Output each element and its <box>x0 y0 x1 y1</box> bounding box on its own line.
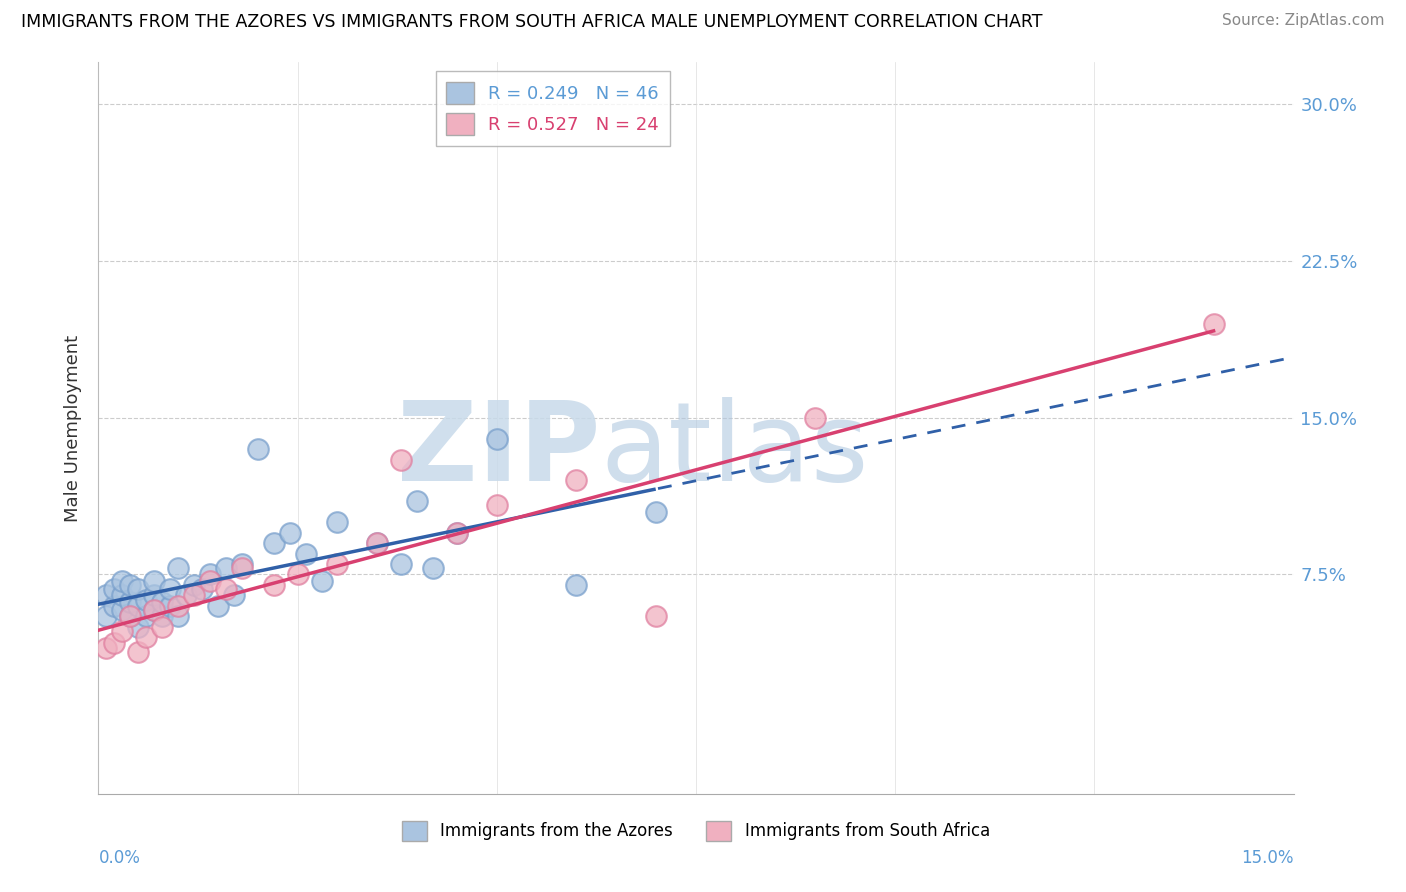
Point <box>485 432 508 446</box>
Point <box>96 609 118 624</box>
Point <box>103 582 125 596</box>
Point <box>645 505 668 519</box>
Point <box>150 594 173 608</box>
Point <box>231 561 253 575</box>
Point <box>120 594 142 608</box>
Point <box>167 599 190 613</box>
Legend: Immigrants from the Azores, Immigrants from South Africa: Immigrants from the Azores, Immigrants f… <box>395 814 997 847</box>
Point <box>278 525 301 540</box>
Point <box>422 561 444 575</box>
Point <box>198 574 221 588</box>
Text: ZIP: ZIP <box>396 397 600 504</box>
Point <box>446 525 468 540</box>
Point <box>231 557 253 571</box>
Point <box>111 603 134 617</box>
Point <box>645 609 668 624</box>
Point <box>263 578 285 592</box>
Point <box>96 588 118 602</box>
Point <box>804 410 827 425</box>
Point <box>103 599 125 613</box>
Point <box>135 592 157 607</box>
Point <box>263 536 285 550</box>
Point <box>111 574 134 588</box>
Point <box>1202 317 1225 331</box>
Point <box>366 536 388 550</box>
Point <box>326 557 349 571</box>
Point <box>150 620 173 634</box>
Text: 0.0%: 0.0% <box>98 849 141 867</box>
Point <box>174 588 197 602</box>
Point <box>167 561 190 575</box>
Point <box>389 557 412 571</box>
Text: atlas: atlas <box>600 397 869 504</box>
Point <box>167 609 190 624</box>
Text: Source: ZipAtlas.com: Source: ZipAtlas.com <box>1222 13 1385 29</box>
Y-axis label: Male Unemployment: Male Unemployment <box>65 334 83 522</box>
Point <box>111 588 134 602</box>
Point <box>120 609 142 624</box>
Point <box>485 499 508 513</box>
Point <box>143 603 166 617</box>
Point <box>311 574 333 588</box>
Point <box>159 599 181 613</box>
Point <box>120 578 142 592</box>
Point <box>191 582 214 596</box>
Point <box>446 525 468 540</box>
Point <box>103 636 125 650</box>
Text: IMMIGRANTS FROM THE AZORES VS IMMIGRANTS FROM SOUTH AFRICA MALE UNEMPLOYMENT COR: IMMIGRANTS FROM THE AZORES VS IMMIGRANTS… <box>21 13 1043 31</box>
Point <box>143 588 166 602</box>
Point <box>183 588 205 602</box>
Point <box>207 599 229 613</box>
Point <box>389 452 412 467</box>
Point <box>406 494 429 508</box>
Point <box>366 536 388 550</box>
Point <box>198 567 221 582</box>
Point <box>565 578 588 592</box>
Point <box>143 603 166 617</box>
Point <box>127 645 149 659</box>
Point <box>135 609 157 624</box>
Point <box>222 588 245 602</box>
Point <box>120 609 142 624</box>
Point <box>326 515 349 529</box>
Point <box>287 567 309 582</box>
Point <box>127 620 149 634</box>
Point <box>215 582 238 596</box>
Point <box>246 442 269 456</box>
Point <box>294 547 316 561</box>
Point <box>135 630 157 644</box>
Point <box>183 578 205 592</box>
Text: 15.0%: 15.0% <box>1241 849 1294 867</box>
Point <box>96 640 118 655</box>
Point <box>150 609 173 624</box>
Point <box>127 582 149 596</box>
Point <box>159 582 181 596</box>
Point <box>215 561 238 575</box>
Point <box>111 624 134 638</box>
Point <box>127 599 149 613</box>
Point <box>565 474 588 488</box>
Point <box>143 574 166 588</box>
